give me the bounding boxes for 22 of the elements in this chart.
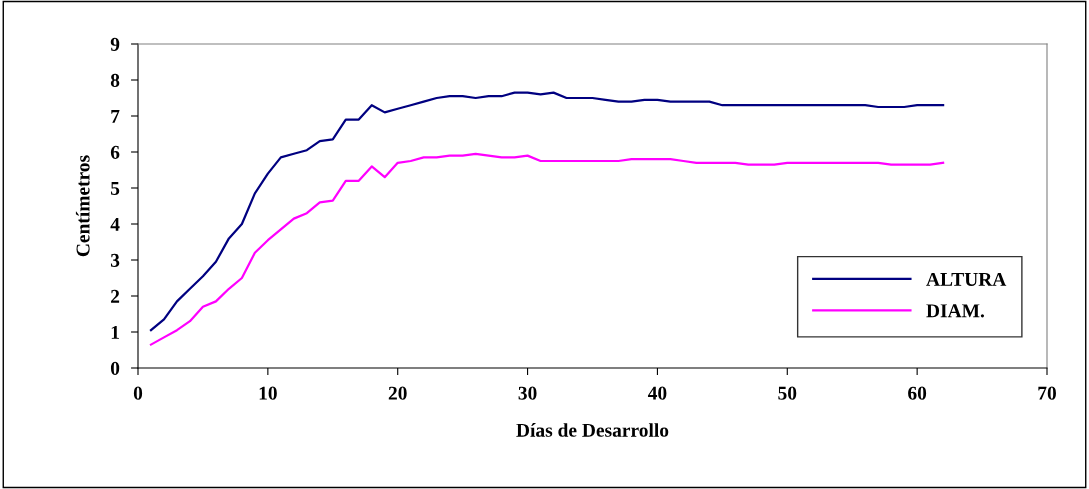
x-tick-label: 60 (908, 386, 927, 400)
y-tick-label: 7 (111, 110, 120, 123)
y-tick-label: 6 (110, 145, 120, 159)
x-tick-label: 70 (1038, 386, 1056, 400)
y-tick-label: 2 (111, 289, 120, 303)
y-tick-label: 5 (111, 182, 120, 195)
text: DIAM. (926, 304, 984, 318)
y-tick-label: 0 (110, 361, 120, 375)
x-tick-label: 0 (133, 386, 143, 400)
x-tick-label: 30 (518, 386, 537, 400)
x-axis-title: Días de Desarrollo (516, 423, 669, 437)
y-tick-label: 4 (110, 217, 120, 231)
x-tick-label: 20 (388, 386, 407, 400)
x-tick-label: 10 (259, 386, 277, 400)
y-tick-label: 8 (110, 73, 120, 87)
x-tick-label: 40 (647, 386, 667, 400)
y-tick-label: 3 (110, 253, 120, 267)
y-tick-label: 9 (110, 37, 120, 51)
y-axis-title: Centímetros (75, 155, 90, 257)
text: ALTURA (926, 272, 1007, 286)
x-tick-label: 50 (778, 386, 797, 400)
y-tick-label: 1 (111, 325, 119, 339)
